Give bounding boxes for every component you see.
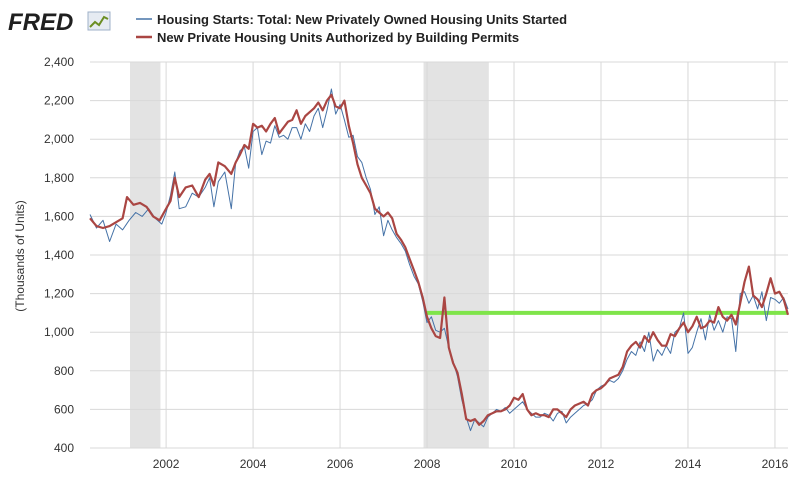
x-tick-label-5: 2012	[588, 457, 615, 471]
fred-logo-chart-icon	[87, 11, 111, 31]
y-tick-label-5: 1,400	[44, 248, 74, 262]
fred-logo[interactable]: FRED	[8, 9, 111, 36]
y-tick-label-1: 600	[54, 402, 74, 416]
x-tick-label-7: 2016	[762, 457, 789, 471]
x-tick-label-0: 2002	[153, 457, 180, 471]
y-tick-labels: 400 600 800 1,000 1,200 1,400 1,600 1,800 2,000 2…	[44, 55, 74, 455]
y-tick-label-6: 1,600	[44, 209, 74, 223]
fred-logo-text: FRED	[8, 9, 73, 36]
gridlines	[90, 61, 788, 449]
y-tick-label-10: 2,400	[44, 55, 74, 69]
y-tick-label-3: 1,000	[44, 325, 74, 339]
plot-area: 400 600 800 1,000 1,200 1,400 1,600 1,800 2,000 2…	[44, 55, 790, 471]
x-tick-label-4: 2010	[501, 457, 528, 471]
y-tick-label-9: 2,200	[44, 94, 74, 108]
legend-label-starts: Housing Starts: Total: New Privately Own…	[157, 12, 567, 27]
x-tick-label-6: 2014	[675, 457, 702, 471]
series-line-1	[89, 93, 790, 426]
y-tick-label-8: 2,000	[44, 132, 74, 146]
x-tick-label-2: 2006	[327, 457, 354, 471]
x-tick-label-3: 2008	[414, 457, 441, 471]
y-tick-label-2: 800	[54, 364, 74, 378]
y-tick-label-0: 400	[54, 441, 74, 455]
y-tick-label-7: 1,800	[44, 171, 74, 185]
legend-label-permits: New Private Housing Units Authorized by …	[157, 30, 519, 45]
x-tick-labels: 2002 2004 2006 2008 2010 2012 2014 2016	[153, 457, 789, 471]
y-tick-label-4: 1,200	[44, 287, 74, 301]
legend: Housing Starts: Total: New Privately Own…	[136, 12, 567, 45]
y-axis-title: (Thousands of Units)	[13, 200, 27, 311]
series-layer	[89, 88, 790, 432]
x-tick-label-1: 2004	[240, 457, 267, 471]
